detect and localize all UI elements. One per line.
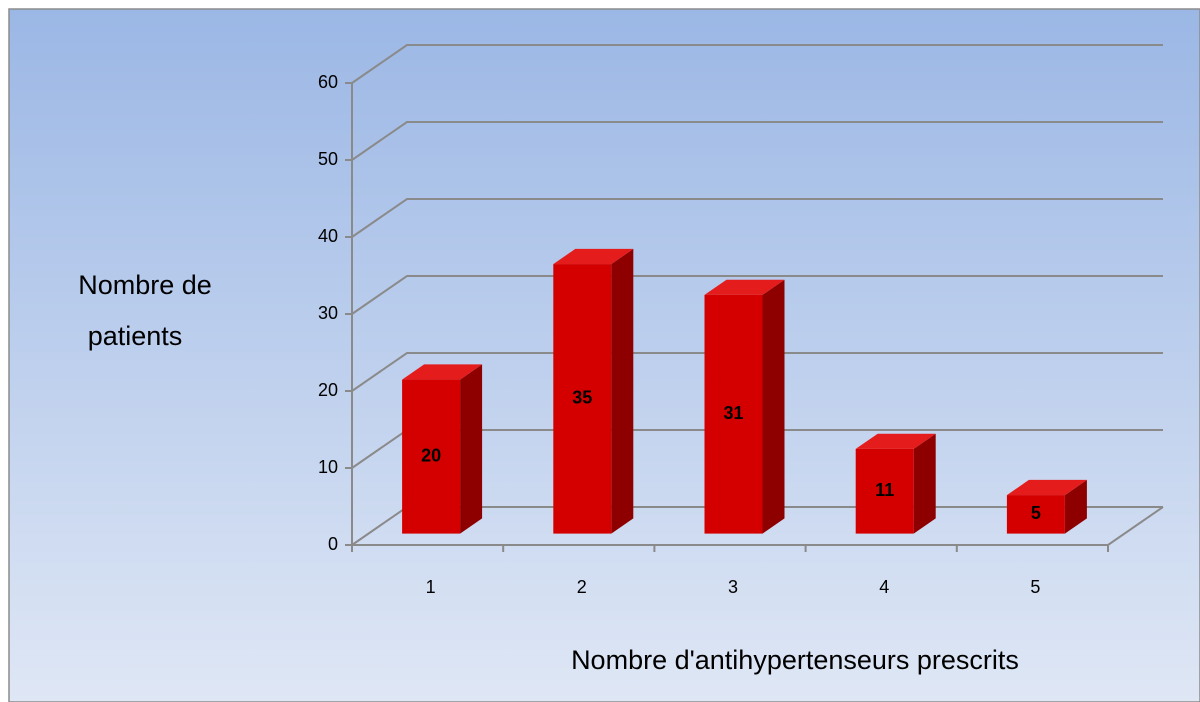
y-tick-label: 10 [318,457,338,477]
bar-front [704,294,763,534]
data-label: 35 [572,388,592,408]
bar: 11 [855,433,936,534]
bar-top [402,364,483,380]
grid-line [351,352,1163,392]
x-tick-label: 3 [728,577,738,597]
bar-front [402,379,461,534]
bar-top [704,279,785,295]
data-label: 5 [1031,503,1041,523]
data-label: 11 [875,480,894,500]
y-tick-label: 30 [318,303,338,323]
data-label: 20 [421,445,441,465]
x-tick-label: 1 [426,577,436,597]
x-axis-label: Nombre d'antihypertenseurs prescrits [571,645,1019,675]
y-axis-label: patients [88,321,183,351]
grid-line [351,121,1163,161]
bar: 5 [1006,479,1087,534]
y-tick-label: 0 [328,534,338,554]
bar-top [1006,479,1087,496]
bar-front [855,448,914,534]
y-tick-label: 20 [318,380,338,400]
grid-line [351,198,1163,238]
bar-side [460,364,483,534]
x-tick-label: 2 [577,577,587,597]
y-tick-label: 40 [318,226,338,246]
bar-top [855,433,936,449]
y-tick-label: 60 [318,72,338,92]
bar: 31 [704,279,785,534]
x-tick-label: 4 [879,577,889,597]
bar-side [1064,479,1087,534]
bar-front [1006,495,1065,534]
bar-side [762,279,785,534]
y-axis-label: Nombre de [78,270,212,300]
grid-line [351,44,1163,84]
data-label: 31 [723,403,743,423]
bar-side [913,433,936,534]
bar-front [553,264,612,534]
bar: 35 [553,248,634,534]
grid-line [351,275,1163,315]
y-tick-label: 50 [318,149,338,169]
bar-side [611,248,634,534]
bar: 20 [402,364,483,534]
x-tick-label: 5 [1030,577,1040,597]
bar-top [553,248,634,265]
